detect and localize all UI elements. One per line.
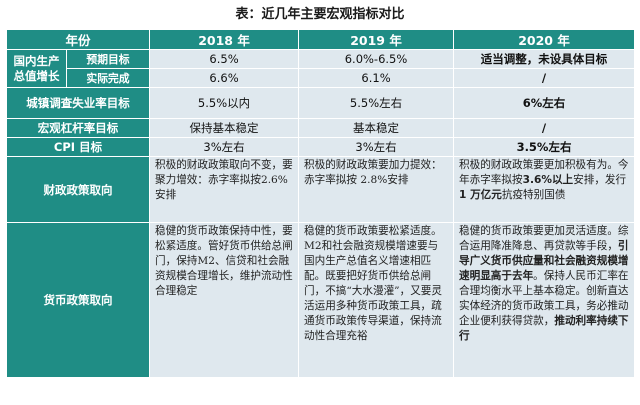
monetary-2020-highlight-money-supply: 引导广义货币供应量和社会融资规模增速明显高于去年 (459, 240, 629, 282)
gdp-target-2020: 适当调整，未设具体目标 (453, 49, 636, 69)
cpi-row: CPI 目标 3%左右 3%左右 3.5%左右 (5, 137, 636, 157)
header-row: 年份 2018 年 2019 年 2020 年 (5, 29, 636, 50)
monetary-2020-highlight-rates: 推动利率持续下行 (459, 315, 629, 342)
gdp-target-2019: 6.0%-6.5% (298, 49, 455, 69)
table-title: 表：近几年主要宏观指标对比 (235, 7, 405, 22)
leverage-2018: 保持基本稳定 (149, 118, 300, 138)
gdp-target-label: 预期目标 (65, 49, 151, 69)
unemployment-2019: 5.5%左右 (298, 87, 455, 119)
header-year: 年份 (5, 29, 151, 50)
unemployment-2020: 6%左右 (453, 87, 636, 119)
gdp-actual-row: 实际完成 6.6% 6.1% / (7, 68, 636, 88)
gdp-target-2018: 6.5% (149, 49, 300, 69)
fiscal-2020-deficit-rate: 3.6%以上 (522, 174, 574, 186)
fiscal-2020-bond-amount: 1 万亿元 (459, 189, 502, 201)
unemployment-row: 城镇调查失业率目标 5.5%以内 5.5%左右 6%左右 (5, 87, 636, 119)
gdp-label: 国内生产总值增长 (6, 49, 67, 88)
monetary-2020-text-c: 。保持人民币汇率在合理均衡水平上基本稳定。创新直达实体经济的货币政策工具，务必推… (459, 270, 629, 327)
header-2019: 2019 年 (298, 29, 455, 50)
monetary-2019: 稳健的货币政策要松紧适度。M2和社会融资规模增速要与国内生产总值名义增速相匹配。… (298, 222, 455, 378)
gdp-actual-label: 实际完成 (65, 68, 151, 88)
cpi-2018: 3%左右 (149, 137, 300, 157)
macro-indicator-table: 年份 2018 年 2019 年 2020 年 国内生产总值增长 预期目标 6.… (5, 29, 636, 378)
monetary-2020-text-a: 稳健的货币政策要更加灵活适度。综合运用降准降息、再贷款等手段， (459, 225, 629, 252)
monetary-label: 货币政策取向 (5, 222, 151, 378)
fiscal-2018: 积极的财政政策取向不变，要聚力增效：赤字率拟按2.6%安排 (149, 156, 300, 223)
fiscal-2020: 积极的财政政策要更加积极有为。今年赤字率拟按3.6%以上安排，发行 1 万亿元抗疫… (453, 156, 636, 223)
monetary-row: 货币政策取向 稳健的货币政策保持中性，要松紧适度。管好货币供给总闸门，保持M2、… (5, 222, 636, 378)
header-2020: 2020 年 (453, 29, 636, 50)
cpi-label: CPI 目标 (5, 137, 151, 157)
cpi-2020: 3.5%左右 (453, 137, 636, 157)
monetary-2018: 稳健的货币政策保持中性，要松紧适度。管好货币供给总闸门，保持M2、信贷和社会融资… (149, 222, 300, 378)
fiscal-2020-text-a: 积极的财政政策要更加积极有为。今年赤字率拟按 (459, 159, 629, 186)
gdp-actual-2020: / (453, 68, 636, 88)
fiscal-2020-text-c: 安排，发行 (573, 174, 627, 186)
leverage-label: 宏观杠杆率目标 (5, 118, 151, 138)
gdp-actual-2019: 6.1% (298, 68, 455, 88)
header-2018: 2018 年 (149, 29, 300, 50)
unemployment-label: 城镇调查失业率目标 (5, 87, 151, 119)
fiscal-2019: 积极的财政政策要加力提效：赤字率拟按 2.8%安排 (298, 156, 455, 223)
unemployment-2018: 5.5%以内 (149, 87, 300, 119)
fiscal-label: 财政政策取向 (5, 156, 151, 223)
leverage-2020: / (453, 118, 636, 138)
leverage-2019: 基本稳定 (298, 118, 455, 138)
monetary-2020: 稳健的货币政策要更加灵活适度。综合运用降准降息、再贷款等手段，引导广义货币供应量… (453, 222, 636, 378)
gdp-actual-2018: 6.6% (149, 68, 300, 88)
cpi-2019: 3%左右 (298, 137, 455, 157)
fiscal-2020-text-e: 抗疫特别国债 (501, 189, 566, 201)
fiscal-row: 财政政策取向 积极的财政政策取向不变，要聚力增效：赤字率拟按2.6%安排 积极的… (5, 156, 636, 223)
leverage-row: 宏观杠杆率目标 保持基本稳定 基本稳定 / (5, 118, 636, 138)
gdp-target-row: 国内生产总值增长 预期目标 6.5% 6.0%-6.5% 适当调整，未设具体目标 (6, 49, 636, 88)
